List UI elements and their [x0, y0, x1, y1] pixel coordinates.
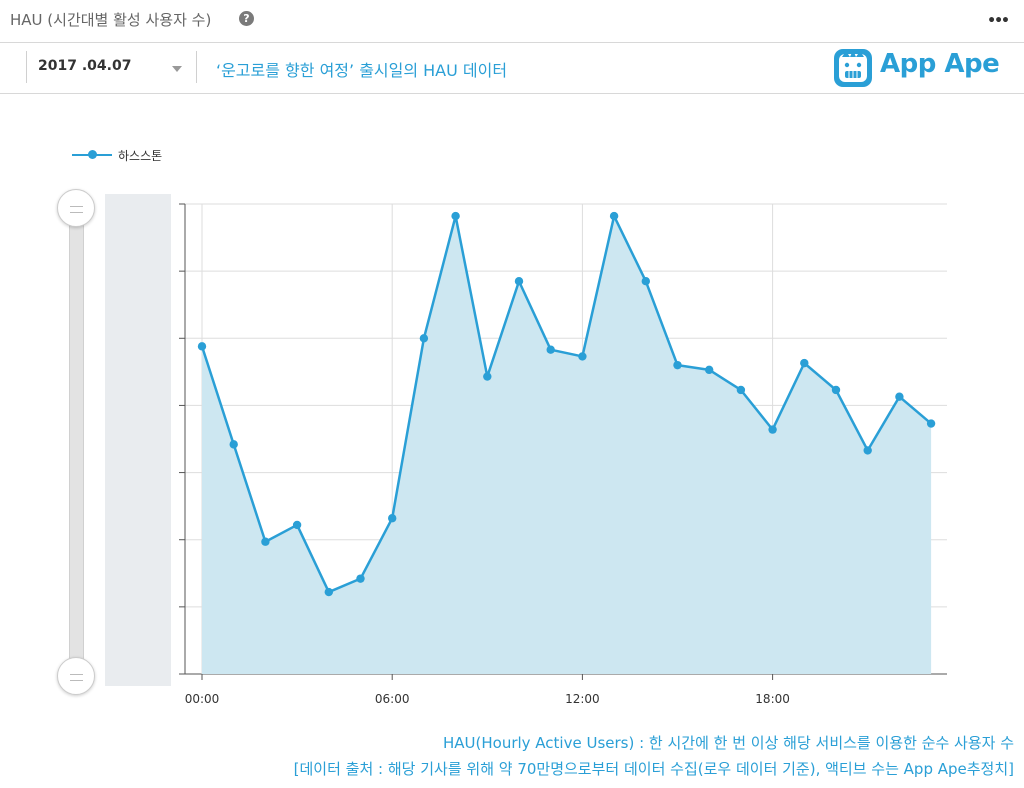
app-ape-logo: App Ape [833, 43, 1013, 93]
data-point [514, 277, 524, 286]
chart-subtitle: ‘운고로를 향한 여정’ 출시일의 HAU 데이터 [216, 61, 508, 80]
data-point [324, 587, 333, 597]
data-point [451, 211, 460, 221]
data-point [356, 574, 365, 583]
data-point [895, 392, 904, 401]
data-point [546, 345, 555, 354]
x-tick-label: 00:00 [185, 692, 220, 706]
grip-icon [70, 674, 83, 681]
footnote-source: [데이터 출처 : 해당 기사를 위해 약 70만명으로부터 데이터 수집(로우… [293, 760, 1014, 778]
range-slider-top-handle[interactable] [57, 189, 95, 227]
data-point [197, 342, 207, 351]
data-point [229, 440, 238, 449]
series-area-fill [202, 216, 932, 675]
data-point [736, 385, 746, 395]
data-point [705, 365, 714, 375]
legend-label: 하스스톤 [118, 149, 163, 163]
x-tick-label: 06:00 [375, 692, 410, 706]
x-tick-label: 12:00 [565, 692, 600, 706]
range-slider-bottom-handle[interactable] [57, 657, 95, 695]
data-point [863, 446, 872, 455]
range-selection-mask [105, 194, 171, 686]
data-point [609, 211, 619, 221]
grip-icon [70, 206, 83, 213]
more-horizontal-icon[interactable]: ••• [987, 13, 1010, 29]
filter-bar: 2017 .04.07 ‘운고로를 향한 여정’ 출시일의 HAU 데이터 [0, 43, 1024, 94]
data-point [419, 334, 429, 343]
series-line [200, 214, 932, 594]
ape-face-icon [834, 49, 872, 87]
data-point [292, 520, 302, 530]
data-point [673, 360, 682, 370]
logo-text: App Ape [880, 49, 1000, 79]
data-point [578, 352, 587, 361]
data-point [831, 385, 841, 395]
x-tick-label: 18:00 [755, 692, 790, 706]
divider [26, 51, 27, 83]
divider [196, 51, 197, 83]
data-point [261, 537, 270, 546]
data-point [926, 419, 936, 428]
data-point [641, 277, 650, 286]
date-value: 2017 .04.07 [38, 58, 132, 74]
data-point [388, 514, 397, 523]
data-point [768, 425, 777, 434]
header-bar: HAU (시간대별 활성 사용자 수) ? ••• [0, 0, 1024, 43]
date-dropdown[interactable]: 2017 .04.07 [28, 49, 194, 85]
question-circle-icon[interactable]: ? [239, 11, 254, 26]
caret-down-icon [172, 66, 182, 72]
legend-dot-marker [88, 150, 97, 159]
footnote-definition: HAU(Hourly Active Users) : 한 시간에 한 번 이상 … [442, 734, 1014, 752]
data-point [483, 372, 492, 381]
data-point [800, 358, 809, 368]
page-title: HAU (시간대별 활성 사용자 수) [10, 11, 212, 29]
